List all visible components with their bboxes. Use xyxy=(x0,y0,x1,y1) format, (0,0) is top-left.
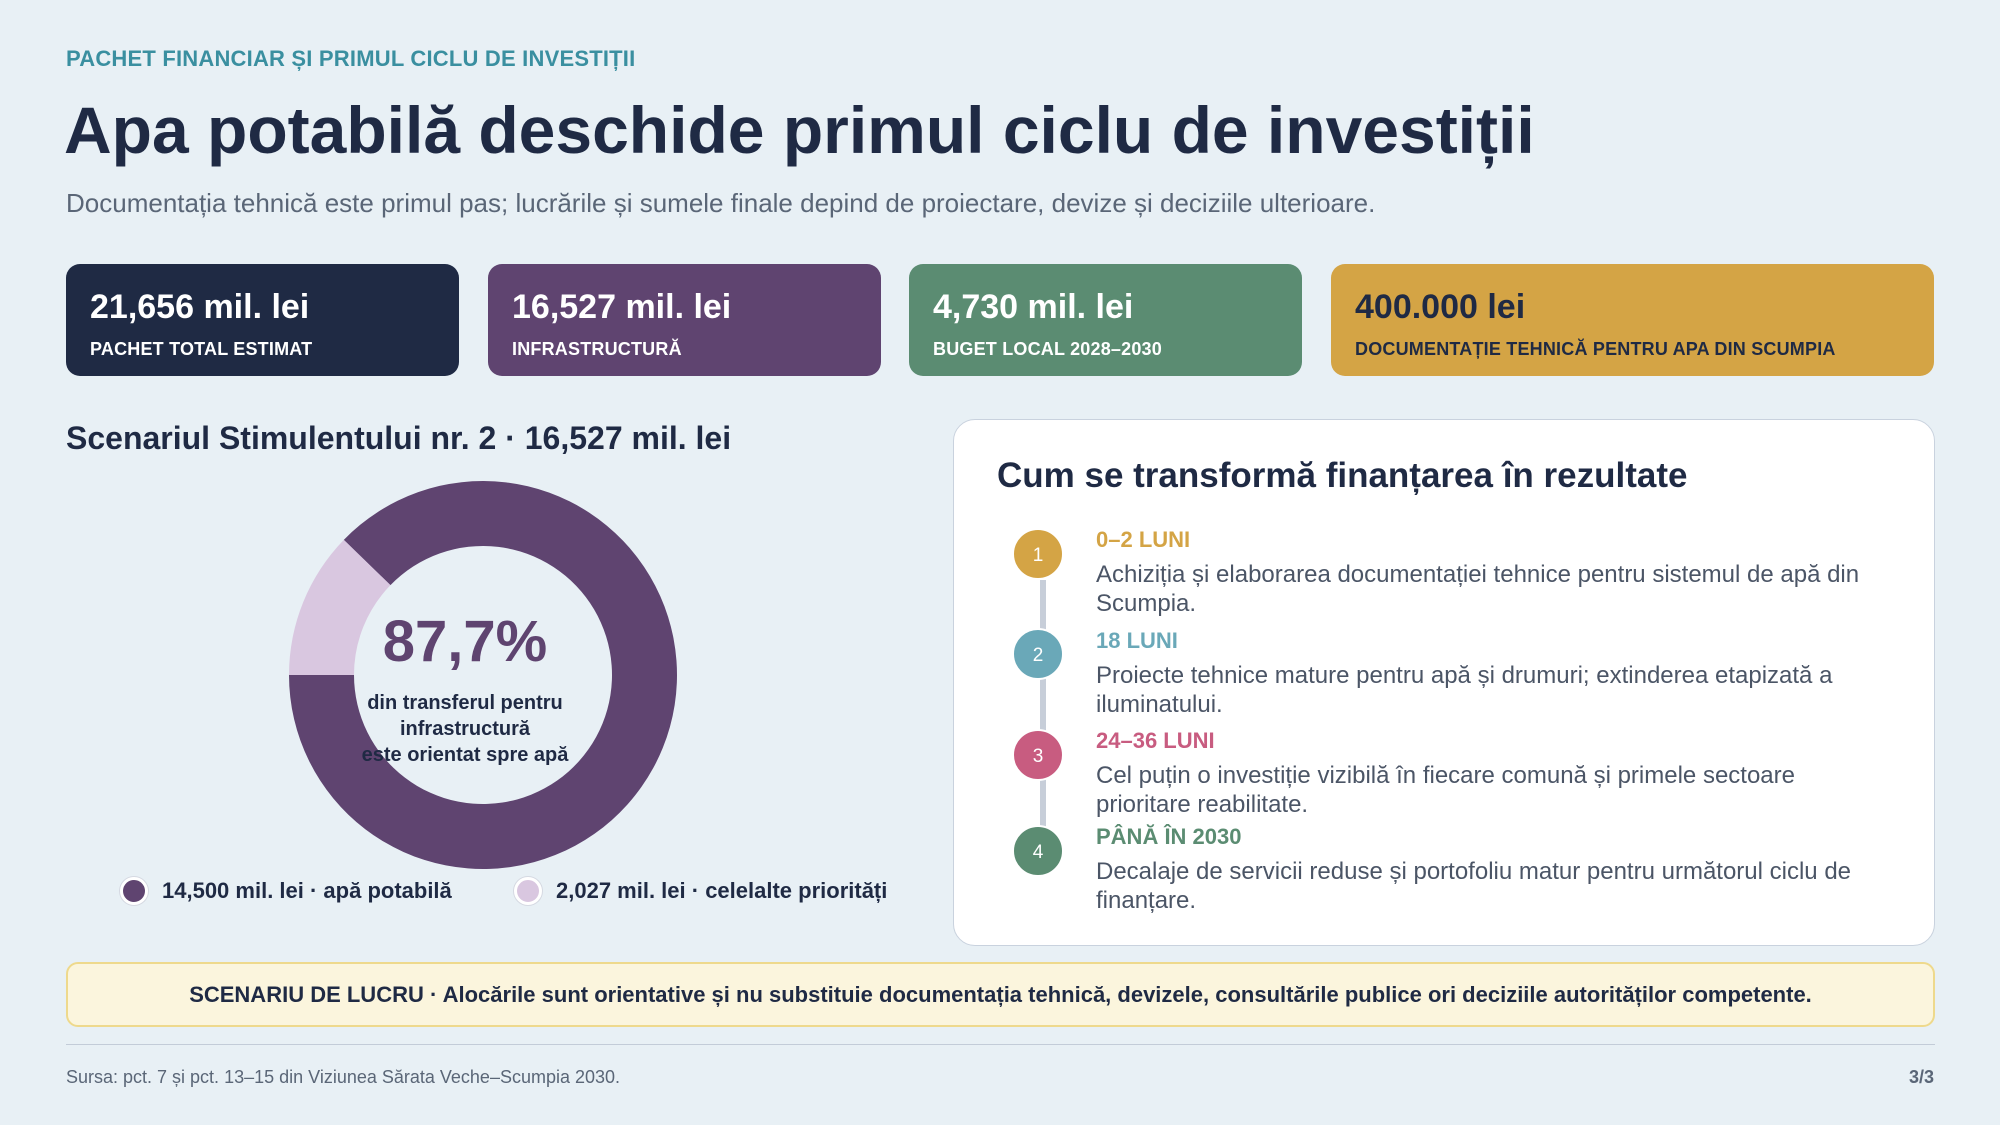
timeline-panel: Cum se transformă finanțarea în rezultat… xyxy=(953,419,1935,946)
legend-item-water: 14,500 mil. lei · apă potabilă xyxy=(120,877,452,905)
step-text: Proiecte tehnice mature pentru apă și dr… xyxy=(1096,662,1833,718)
kpi-card-infrastructure: 16,527 mil. lei INFRASTRUCTURĂ xyxy=(488,264,881,376)
step-number-2: 2 xyxy=(1012,628,1064,680)
step-number-3: 3 xyxy=(1012,729,1064,781)
legend-label: 2,027 mil. lei · celelalte priorități xyxy=(556,878,888,903)
kpi-value: 4,730 mil. lei xyxy=(933,288,1134,326)
kpi-value: 21,656 mil. lei xyxy=(90,288,310,326)
donut-chart xyxy=(289,481,678,869)
timeline-title: Cum se transformă finanțarea în rezultat… xyxy=(997,456,1688,495)
working-scenario-notice: SCENARIU DE LUCRU · Alocările sunt orien… xyxy=(66,962,1935,1027)
chart-title: Scenariul Stimulentului nr. 2 · 16,527 m… xyxy=(66,420,732,456)
step-heading: 0–2 LUNI xyxy=(1096,527,1191,552)
page-number: 3/3 xyxy=(1908,1067,1934,1087)
legend-swatch xyxy=(120,877,148,905)
donut-center-value: 87,7% xyxy=(382,609,548,674)
page-subtitle: Documentația tehnică este primul pas; lu… xyxy=(66,188,1376,218)
step-text: Cel puțin o investiție vizibilă în fieca… xyxy=(1096,762,1795,818)
step-heading: PÂNĂ ÎN 2030 xyxy=(1096,824,1242,849)
timeline-connector xyxy=(1040,580,1046,840)
kpi-label: PACHET TOTAL ESTIMAT xyxy=(90,339,313,359)
step-heading: 24–36 LUNI xyxy=(1096,728,1215,753)
step-text: Decalaje de servicii reduse și portofoli… xyxy=(1096,858,1852,914)
legend-item-other: 2,027 mil. lei · celelalte priorități xyxy=(514,877,887,905)
step-text: Achiziția și elaborarea documentației te… xyxy=(1096,561,1860,617)
legend-label: 14,500 mil. lei · apă potabilă xyxy=(162,878,452,903)
kpi-value: 16,527 mil. lei xyxy=(512,288,732,326)
kpi-label: DOCUMENTAȚIE TEHNICĂ PENTRU APA DIN SCUM… xyxy=(1355,339,1836,359)
kpi-label: INFRASTRUCTURĂ xyxy=(512,339,682,359)
step-heading: 18 LUNI xyxy=(1096,628,1178,653)
step-number-4: 4 xyxy=(1012,825,1064,877)
donut-center-caption: din transferul pentru infrastructură est… xyxy=(335,690,595,768)
source-note: Sursa: pct. 7 și pct. 13–15 din Viziunea… xyxy=(66,1067,621,1087)
step-number-1: 1 xyxy=(1012,528,1064,580)
kpi-card-local-budget: 4,730 mil. lei BUGET LOCAL 2028–2030 xyxy=(909,264,1302,376)
legend-swatch xyxy=(514,877,542,905)
caption-line: din transferul pentru xyxy=(367,692,563,714)
donut-slice-other xyxy=(289,539,391,675)
donut-slice-water xyxy=(289,481,678,869)
footer-divider xyxy=(66,1044,1935,1045)
eyebrow: PACHET FINANCIAR ȘI PRIMUL CICLU DE INVE… xyxy=(66,46,636,71)
kpi-card-total: 21,656 mil. lei PACHET TOTAL ESTIMAT xyxy=(66,264,459,376)
kpi-value: 400.000 lei xyxy=(1355,288,1526,326)
caption-line: infrastructură xyxy=(399,718,531,740)
caption-line: este orientat spre apă xyxy=(361,744,569,766)
page-title: Apa potabilă deschide primul ciclu de in… xyxy=(64,93,1535,167)
kpi-label: BUGET LOCAL 2028–2030 xyxy=(933,339,1162,359)
kpi-card-technical-docs: 400.000 lei DOCUMENTAȚIE TEHNICĂ PENTRU … xyxy=(1331,264,1934,376)
